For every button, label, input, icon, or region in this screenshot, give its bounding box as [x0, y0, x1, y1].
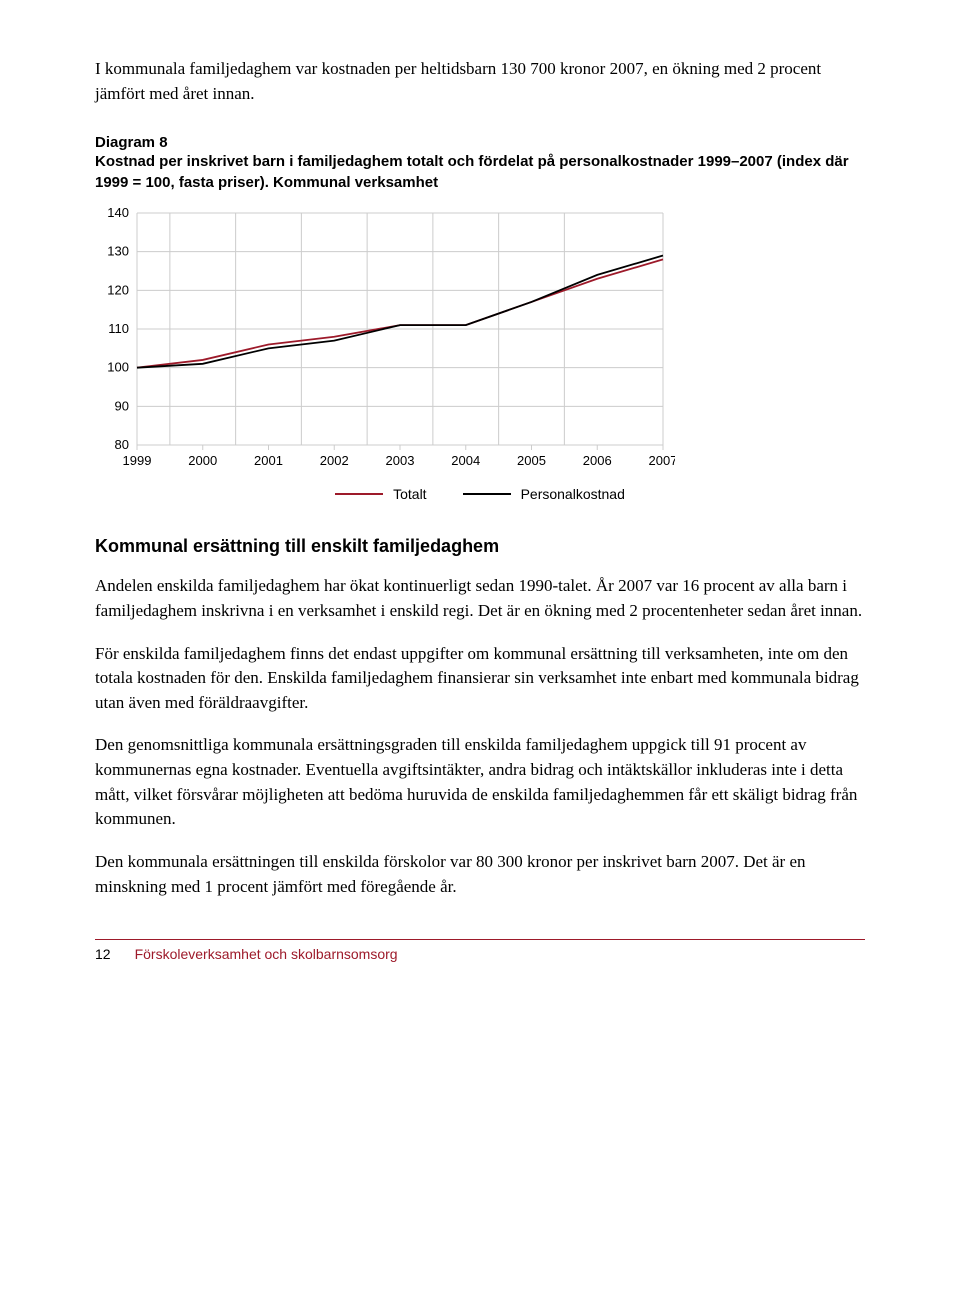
svg-text:2007: 2007: [649, 453, 675, 468]
svg-text:100: 100: [107, 360, 129, 375]
legend-swatch: [463, 493, 511, 495]
svg-text:2006: 2006: [583, 453, 612, 468]
page-number: 12: [95, 946, 111, 962]
legend-swatch: [335, 493, 383, 495]
intro-text: I kommunala familjedaghem var kostnaden …: [95, 57, 865, 106]
svg-text:2000: 2000: [188, 453, 217, 468]
section-heading: Kommunal ersättning till enskilt familje…: [95, 536, 865, 557]
svg-text:2001: 2001: [254, 453, 283, 468]
svg-text:110: 110: [108, 321, 129, 336]
para-2: För enskilda familjedaghem finns det end…: [95, 642, 865, 716]
diagram-subtitle: Kostnad per inskrivet barn i familjedagh…: [95, 151, 865, 193]
svg-text:90: 90: [115, 399, 129, 414]
para-3: Den genomsnittliga kommunala ersättnings…: [95, 733, 865, 832]
svg-text:130: 130: [107, 244, 129, 259]
legend-label: Personalkostnad: [521, 486, 625, 502]
legend-label: Totalt: [393, 486, 426, 502]
svg-text:80: 80: [115, 437, 129, 452]
svg-text:140: 140: [107, 205, 129, 220]
chart-legend: Totalt Personalkostnad: [95, 486, 865, 502]
svg-text:2005: 2005: [517, 453, 546, 468]
svg-text:1999: 1999: [123, 453, 152, 468]
svg-text:120: 120: [107, 283, 129, 298]
diagram-label: Diagram 8: [95, 134, 865, 151]
footer-rule: [95, 939, 865, 940]
para-4: Den kommunala ersättningen till enskilda…: [95, 850, 865, 899]
page-footer: 12 Förskoleverksamhet och skolbarnsomsor…: [95, 946, 865, 962]
svg-text:2004: 2004: [451, 453, 480, 468]
chart-container: 80 90 100 110 120 130 140 1999 2000 2001 2002 2003 2…: [95, 203, 865, 502]
svg-text:2003: 2003: [386, 453, 415, 468]
legend-item: Totalt: [335, 486, 426, 502]
line-chart: 80 90 100 110 120 130 140 1999 2000 2001 2002 2003 2…: [95, 203, 675, 473]
legend-item: Personalkostnad: [463, 486, 625, 502]
svg-text:2002: 2002: [320, 453, 349, 468]
para-1: Andelen enskilda familjedaghem har ökat …: [95, 574, 865, 623]
footer-title: Förskoleverksamhet och skolbarnsomsorg: [135, 946, 398, 962]
